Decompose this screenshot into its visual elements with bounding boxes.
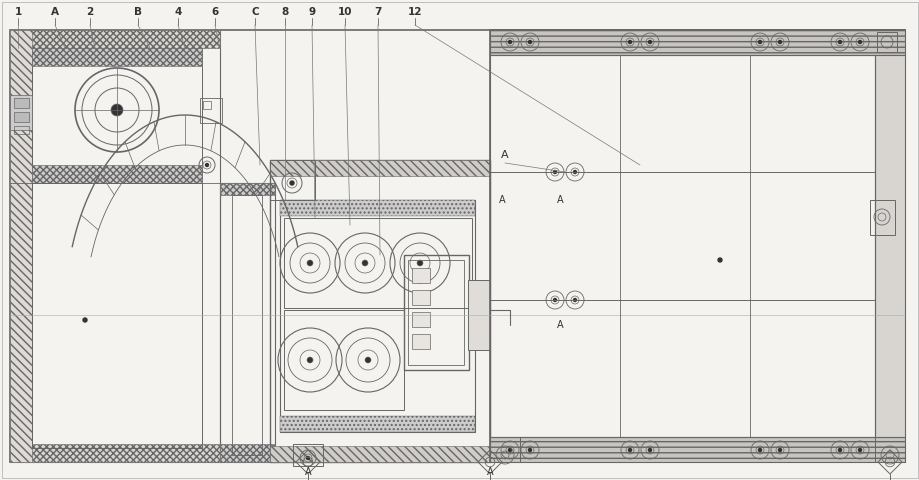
- Circle shape: [416, 260, 423, 266]
- Bar: [14, 98, 29, 108]
- Circle shape: [111, 104, 123, 116]
- Circle shape: [757, 448, 761, 452]
- Bar: [412, 334, 429, 349]
- Bar: [269, 160, 490, 176]
- Bar: [412, 268, 429, 283]
- Bar: [10, 30, 32, 462]
- Text: A: A: [498, 195, 505, 205]
- Circle shape: [777, 448, 780, 452]
- Text: C: C: [251, 7, 258, 17]
- Circle shape: [648, 40, 651, 44]
- Circle shape: [361, 260, 368, 266]
- Circle shape: [205, 164, 209, 167]
- Text: A: A: [556, 320, 562, 330]
- Bar: [874, 55, 904, 437]
- Bar: [10, 30, 220, 462]
- Circle shape: [553, 170, 556, 173]
- Text: 12: 12: [407, 7, 422, 17]
- Circle shape: [83, 318, 87, 322]
- Bar: [292, 444, 323, 466]
- Circle shape: [289, 181, 294, 185]
- Circle shape: [573, 299, 576, 301]
- Bar: [32, 48, 202, 183]
- Bar: [220, 444, 275, 462]
- Bar: [412, 290, 429, 305]
- Bar: [10, 30, 220, 48]
- Circle shape: [573, 170, 576, 173]
- Bar: [14, 112, 29, 122]
- Circle shape: [508, 40, 511, 44]
- Bar: [203, 101, 210, 109]
- Bar: [490, 30, 904, 55]
- Bar: [468, 280, 490, 350]
- Bar: [412, 312, 429, 327]
- Bar: [199, 98, 221, 123]
- Circle shape: [528, 448, 531, 452]
- Text: 1: 1: [15, 7, 22, 17]
- Circle shape: [307, 357, 312, 363]
- Circle shape: [717, 258, 721, 262]
- Text: A: A: [51, 7, 59, 17]
- Bar: [279, 416, 474, 432]
- Circle shape: [837, 448, 841, 452]
- Text: 2: 2: [86, 7, 94, 17]
- Bar: [876, 32, 896, 52]
- Circle shape: [508, 448, 511, 452]
- Text: B: B: [134, 7, 142, 17]
- Circle shape: [628, 448, 630, 452]
- Bar: [490, 437, 904, 462]
- Bar: [490, 30, 904, 55]
- Text: A: A: [556, 195, 562, 205]
- Bar: [32, 183, 202, 448]
- Circle shape: [553, 299, 556, 301]
- Text: A: A: [304, 467, 311, 477]
- Bar: [232, 195, 262, 455]
- Bar: [869, 200, 894, 235]
- Circle shape: [648, 448, 651, 452]
- Circle shape: [528, 40, 531, 44]
- Circle shape: [857, 448, 860, 452]
- Bar: [32, 48, 202, 66]
- Text: 8: 8: [281, 7, 289, 17]
- Text: A: A: [501, 150, 508, 160]
- Circle shape: [857, 40, 860, 44]
- Circle shape: [837, 40, 841, 44]
- Bar: [32, 165, 202, 183]
- Bar: [490, 437, 519, 462]
- Bar: [269, 446, 490, 462]
- Bar: [10, 95, 32, 130]
- Circle shape: [628, 40, 630, 44]
- Circle shape: [777, 40, 780, 44]
- Bar: [269, 160, 314, 200]
- Circle shape: [757, 40, 761, 44]
- Text: 4: 4: [174, 7, 181, 17]
- Bar: [279, 200, 474, 216]
- Bar: [284, 218, 471, 308]
- Circle shape: [307, 260, 312, 266]
- Text: A: A: [486, 467, 493, 477]
- Bar: [279, 200, 474, 432]
- Bar: [269, 160, 490, 462]
- Bar: [490, 437, 904, 462]
- Text: 6: 6: [211, 7, 219, 17]
- Text: 10: 10: [337, 7, 352, 17]
- Text: 9: 9: [308, 7, 315, 17]
- Bar: [220, 183, 275, 462]
- Bar: [10, 444, 220, 462]
- Bar: [403, 255, 469, 370]
- Circle shape: [306, 456, 309, 459]
- Bar: [220, 183, 275, 195]
- Bar: [14, 126, 29, 134]
- Bar: [874, 437, 904, 462]
- Circle shape: [365, 357, 370, 363]
- Bar: [407, 260, 463, 365]
- Text: 7: 7: [374, 7, 381, 17]
- Bar: [490, 55, 874, 437]
- Bar: [284, 310, 403, 410]
- Bar: [490, 30, 904, 462]
